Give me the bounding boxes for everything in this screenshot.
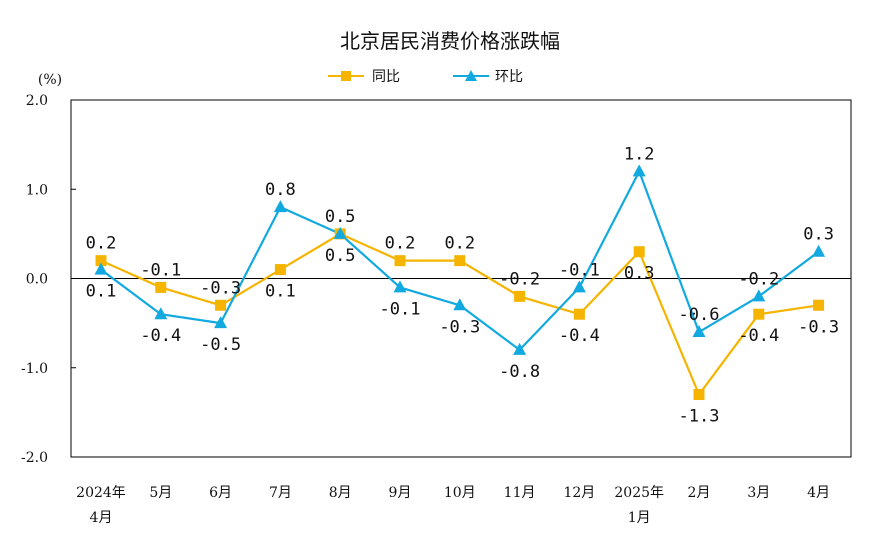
y-tick-label: 0.0: [26, 272, 48, 288]
x-tick-label: 1月: [628, 510, 651, 526]
chart-title: 北京居民消费价格涨跌幅: [340, 29, 560, 53]
mom-data-label: -0.5: [200, 335, 241, 355]
yoy-point: [274, 264, 286, 276]
yoy-point: [215, 299, 227, 311]
mom-data-label: -0.1: [559, 260, 600, 280]
legend-item-yoy: 同比: [328, 69, 400, 85]
mom-point: [393, 280, 407, 293]
x-tick-label: 4月: [90, 510, 113, 526]
mom-point: [632, 164, 646, 177]
mom-point: [273, 200, 287, 213]
yoy-data-label: 0.5: [325, 246, 356, 266]
mom-data-label: -0.2: [738, 269, 779, 289]
x-tick-label: 6月: [209, 485, 232, 501]
mom-data-label: 0.1: [86, 282, 117, 302]
y-tick-label: -1.0: [21, 361, 48, 377]
mom-data-label: 0.8: [265, 180, 296, 200]
yoy-point: [514, 290, 526, 302]
x-tick-label: 4月: [807, 485, 830, 501]
yoy-data-label: -0.4: [559, 326, 600, 346]
mom-data-label: -0.4: [140, 326, 181, 346]
yoy-point: [753, 308, 765, 320]
yoy-data-label: 0.1: [265, 282, 296, 302]
y-tick-label: 1.0: [26, 182, 48, 198]
legend-marker-yoy: [341, 71, 351, 81]
legend-marker-mom: [465, 70, 477, 81]
x-tick-label: 5月: [149, 485, 172, 501]
mom-data-label: -0.1: [380, 299, 421, 319]
yoy-point: [573, 308, 585, 320]
mom-point: [154, 307, 168, 320]
legend-label-mom: 环比: [495, 69, 523, 85]
mom-point: [214, 316, 228, 329]
x-tick-label: 11月: [504, 485, 536, 501]
mom-point: [333, 226, 347, 239]
legend: 同比 环比: [328, 69, 523, 85]
mom-point: [94, 262, 108, 275]
yoy-data-label: -0.2: [499, 269, 540, 289]
x-tick-label: 12月: [563, 485, 595, 501]
y-tick-label: -2.0: [21, 450, 48, 466]
yoy-data-label: -0.1: [140, 260, 181, 280]
yoy-point: [813, 299, 825, 311]
yoy-point: [454, 255, 466, 267]
yoy-point: [633, 246, 645, 258]
mom-point: [752, 289, 766, 302]
legend-label-yoy: 同比: [372, 69, 400, 85]
y-axis: 2.0 1.0 0.0 -1.0 -2.0: [21, 93, 851, 466]
yoy-data-label: -1.3: [679, 407, 720, 427]
yoy-point: [693, 389, 705, 401]
x-tick-label: 2025年: [614, 485, 664, 501]
yoy-data-label: 0.2: [385, 234, 416, 254]
legend-item-mom: 环比: [453, 69, 523, 85]
yoy-point: [155, 281, 167, 293]
mom-data-label: -0.3: [439, 317, 480, 337]
yoy-data-label: 0.2: [444, 234, 475, 254]
mom-data-label: 0.5: [325, 207, 356, 227]
y-unit-label: (%): [38, 72, 62, 88]
yoy-data-label: -0.3: [200, 278, 241, 298]
x-tick-label: 3月: [747, 485, 770, 501]
yoy-data-label: 0.2: [86, 234, 117, 254]
mom-data-label: -0.8: [499, 362, 540, 382]
data-labels: 0.2 -0.1 -0.3 0.1 0.5 0.2 0.2 -0.2 -0.4 0.3 -1.3 -0…: [86, 144, 839, 426]
mom-point: [453, 298, 467, 311]
mom-data-label: -0.6: [679, 305, 720, 325]
yoy-data-label: 0.3: [624, 264, 655, 284]
x-axis: 2024年 4月 5月 6月 7月 8月 9月 10月 11月 12月 2025年 1月 2月 3月 4月: [76, 485, 830, 526]
mom-point: [572, 280, 586, 293]
mom-data-label: 1.2: [624, 144, 655, 164]
x-tick-label: 10月: [444, 485, 476, 501]
mom-point: [513, 342, 527, 355]
yoy-point: [95, 255, 107, 267]
series-layer: [94, 164, 826, 401]
y-tick-label: 2.0: [26, 93, 48, 109]
mom-point: [692, 325, 706, 338]
mom-point: [812, 244, 826, 257]
yoy-data-label: -0.4: [738, 326, 779, 346]
x-tick-label: 2024年: [76, 485, 126, 501]
x-tick-label: 7月: [269, 485, 292, 501]
x-tick-label: 8月: [329, 485, 352, 501]
x-tick-label: 2月: [688, 485, 711, 501]
yoy-point: [394, 255, 406, 267]
mom-data-label: 0.3: [803, 225, 834, 245]
x-tick-label: 9月: [389, 485, 412, 501]
yoy-data-label: -0.3: [798, 317, 839, 337]
